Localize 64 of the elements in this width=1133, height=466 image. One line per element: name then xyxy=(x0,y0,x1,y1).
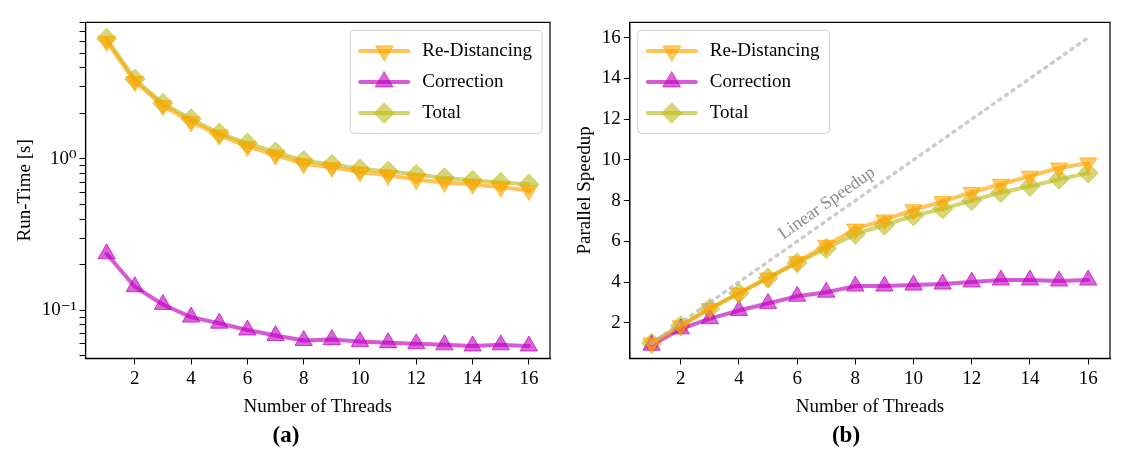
point xyxy=(435,176,454,193)
y-tick-label: 4 xyxy=(611,270,622,292)
point xyxy=(266,149,285,166)
point xyxy=(435,334,454,351)
x-tick-label: 6 xyxy=(242,366,253,388)
point xyxy=(491,334,510,351)
y-axis-title: Run-Time [s] xyxy=(13,139,35,242)
y-tick-label: 12 xyxy=(601,107,621,129)
legend-label: Re-Distancing xyxy=(709,38,821,60)
legend-label: Total xyxy=(422,100,462,122)
x-tick-label: 16 xyxy=(1078,366,1098,388)
point xyxy=(322,161,341,178)
point xyxy=(125,76,144,93)
x-tick-label: 12 xyxy=(406,366,426,388)
legend-label: Correction xyxy=(422,69,504,91)
y-tick-label: 10⁻¹ xyxy=(41,298,77,320)
y-tick-label: 10 xyxy=(601,147,621,169)
point xyxy=(181,306,201,323)
y-tick-label: 2 xyxy=(611,310,621,332)
legend-label: Re-Distancing xyxy=(422,38,533,60)
y-tick-label: 14 xyxy=(601,66,622,88)
point xyxy=(238,319,257,336)
y-tick-label: 6 xyxy=(611,229,621,251)
point xyxy=(294,330,313,347)
y-tick-label: 10⁰ xyxy=(49,146,77,168)
point xyxy=(181,116,201,133)
x-tick-label: 12 xyxy=(962,366,982,388)
point xyxy=(125,276,144,293)
point xyxy=(322,329,341,346)
x-tick-label: 4 xyxy=(186,366,197,388)
point xyxy=(97,243,116,260)
legend-label: Total xyxy=(709,100,749,122)
text: (a) xyxy=(271,422,301,448)
point xyxy=(266,325,285,342)
x-axis-title: Number of Threads xyxy=(795,394,945,416)
point xyxy=(210,312,229,329)
point xyxy=(153,100,173,117)
point xyxy=(97,35,116,52)
x-tick-label: 10 xyxy=(350,366,370,388)
point xyxy=(463,335,482,352)
y-tick-label: 16 xyxy=(601,25,621,47)
point xyxy=(153,294,173,311)
point xyxy=(378,169,398,186)
x-tick-label: 14 xyxy=(1020,366,1040,388)
point xyxy=(378,332,398,349)
point xyxy=(238,140,257,157)
x-tick-label: 8 xyxy=(850,366,861,388)
x-tick-label: 4 xyxy=(734,366,745,388)
point xyxy=(350,331,370,348)
point xyxy=(407,333,426,350)
point xyxy=(519,335,539,352)
legend-label: Correction xyxy=(709,69,792,91)
x-tick-label: 2 xyxy=(675,366,686,388)
x-tick-label: 10 xyxy=(904,366,924,388)
y-tick-label: 8 xyxy=(611,188,621,210)
x-tick-label: 6 xyxy=(792,366,802,388)
y-axis-title: Parallel Speedup xyxy=(573,126,595,255)
text: (b) xyxy=(830,422,862,448)
x-tick-label: 16 xyxy=(519,366,539,388)
x-tick-label: 14 xyxy=(463,366,483,388)
x-tick-label: 2 xyxy=(130,366,140,388)
x-axis-title: Number of Threads xyxy=(243,394,392,416)
x-tick-label: 8 xyxy=(298,366,309,388)
point xyxy=(210,129,229,146)
